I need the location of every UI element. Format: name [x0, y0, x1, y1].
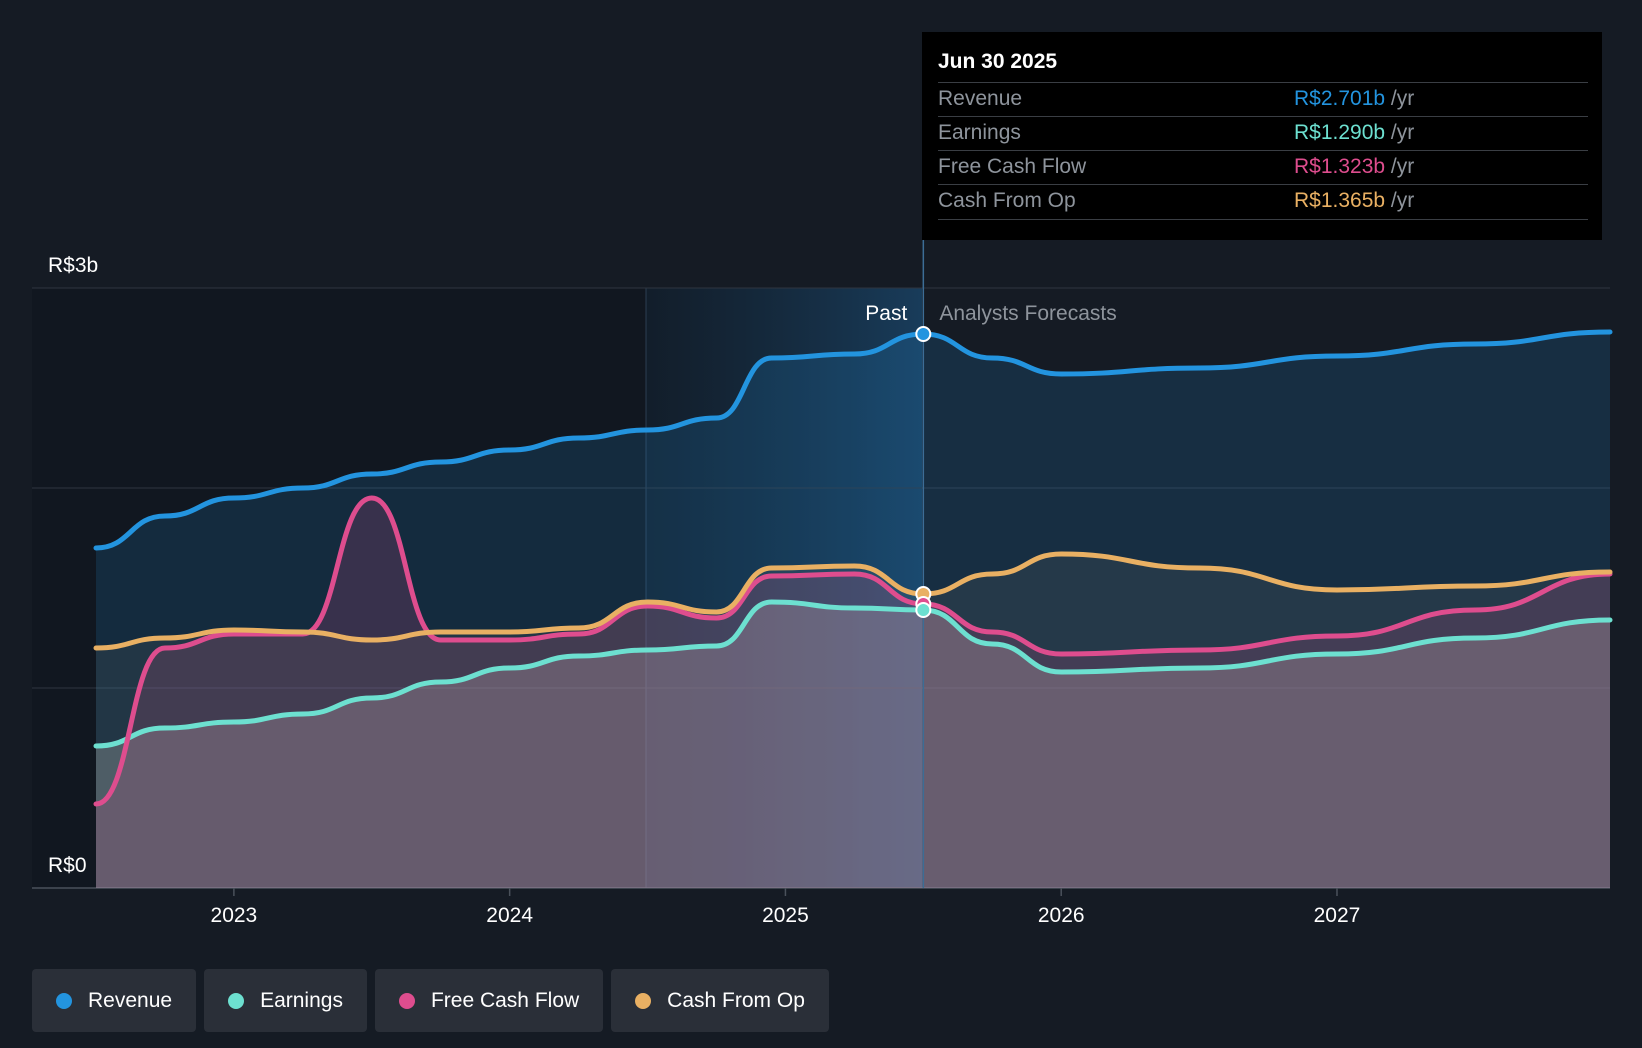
cash-from-op-line — [93, 551, 1613, 651]
y-axis-label-min: R$0 — [48, 854, 87, 877]
x-tick-label: 2025 — [762, 904, 809, 927]
earnings-area — [96, 602, 1610, 888]
x-axis-ticks: 2023 2024 2025 2026 2027 — [211, 888, 1361, 927]
highlight-band — [646, 288, 922, 888]
earnings-dot-icon — [228, 992, 245, 1009]
tooltip-label: Revenue — [938, 87, 1023, 110]
tooltip-value: R$1.290b /yr — [1294, 121, 1415, 144]
legend-label: Cash From Op — [667, 988, 805, 1012]
tooltip-row-free-cash-flow: Free Cash Flow R$1.323b /yr — [938, 150, 1588, 185]
x-tick-label: 2023 — [211, 904, 258, 927]
x-tick-label: 2024 — [486, 904, 533, 927]
tooltip-label: Free Cash Flow — [938, 155, 1087, 178]
tooltip-value: R$1.365b /yr — [1294, 189, 1415, 212]
tooltip-value: R$1.323b /yr — [1294, 155, 1415, 178]
legend-item-cash-from-op[interactable]: Cash From Op — [611, 969, 829, 1032]
past-label: Past — [865, 302, 907, 325]
tooltip-label: Cash From Op — [938, 189, 1076, 212]
free-cash-flow-dot-icon — [398, 992, 415, 1009]
y-axis-label-max: R$3b — [48, 254, 98, 277]
revenue-dot-icon — [56, 992, 72, 1009]
tooltip-row-earnings: Earnings R$1.290b /yr — [938, 116, 1588, 151]
tooltip-row-revenue: Revenue R$2.701b /yr — [938, 82, 1588, 117]
x-tick-label: 2027 — [1314, 904, 1361, 927]
tooltip-row-cash-from-op: Cash From Op R$1.365b /yr — [938, 184, 1588, 220]
x-tick-label: 2026 — [1038, 904, 1085, 927]
earnings-line — [93, 599, 1613, 749]
revenue-line — [93, 329, 1613, 551]
tooltip-date: Jun 30 2025 — [938, 50, 1058, 73]
tooltip: Jun 30 2025 Revenue R$2.701b /yr Earning… — [922, 32, 1602, 240]
free-cash-flow-area — [96, 498, 1610, 888]
revenue-marker[interactable] — [915, 326, 932, 342]
chart: R$3b R$0 Past Analysts Forecasts 2023 202… — [32, 240, 1613, 927]
legend-item-free-cash-flow[interactable]: Free Cash Flow — [374, 969, 604, 1032]
series-lines — [93, 329, 1613, 807]
forecast-label: Analysts Forecasts — [939, 302, 1116, 325]
legend-label: Free Cash Flow — [430, 988, 580, 1012]
legend-item-earnings[interactable]: Earnings — [204, 969, 367, 1032]
tooltip-label: Earnings — [938, 121, 1021, 144]
legend-item-revenue[interactable]: Revenue — [32, 969, 197, 1032]
legend-label: Revenue — [88, 988, 173, 1012]
series-markers — [915, 326, 932, 618]
legend: Revenue Earnings Free Cash Flow Cash Fro… — [32, 969, 829, 1032]
tooltip-value: R$2.701b /yr — [1294, 87, 1415, 110]
legend-label: Earnings — [260, 988, 343, 1012]
cash-from-op-dot-icon — [635, 992, 652, 1009]
earnings-marker[interactable] — [915, 602, 932, 618]
